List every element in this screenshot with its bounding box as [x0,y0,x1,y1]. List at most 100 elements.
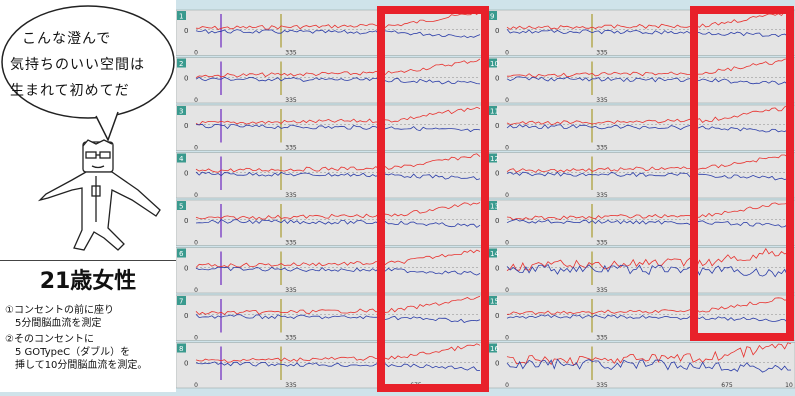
blue-series-line [506,358,792,373]
panel-id-label: 1 [179,13,183,21]
x-tick-label: 335 [596,287,608,294]
panel-id-badge [488,153,497,163]
blue-series-line [506,218,792,228]
panel-id-label: 2 [179,60,183,68]
panel-id-badge [177,201,186,210]
speech-line: こんな澄んで [22,31,112,47]
x-tick-label: 0 [505,240,509,247]
x-tick-label: 335 [596,382,608,389]
y-tick-label: 0 [184,27,188,35]
y-tick-label: 0 [184,217,188,225]
character-illustration [37,139,161,251]
red-series-line [195,202,481,221]
x-tick-label: 10 [785,382,793,389]
panel-id-badge [177,106,186,115]
caption-panel: こんな澄んで 気持ちのいい空間は 生まれて初めてだ 21歳女性 ①コンセントの前… [0,0,176,392]
procedure-note: ①コンセントの前に座り [5,305,114,316]
chart-panel: 11 0 0 335 [486,104,795,152]
panel-id-badge [488,58,497,68]
blue-series-line [506,76,792,85]
red-series-line [506,247,792,271]
red-series-line [506,200,792,221]
x-tick-label: 0 [505,145,509,152]
y-tick-label: 0 [184,74,188,82]
red-series-line [506,105,792,126]
y-tick-label: 0 [495,169,499,177]
chart-panel: 400 335 [175,152,485,199]
x-tick-label: 0 [505,50,509,57]
x-tick-label: 335 [285,287,297,294]
chart-panel: 500 335 [175,199,485,247]
red-series-line [195,10,481,30]
x-tick-label: 335 [596,97,608,104]
chart-panel: 10 0 0 335 [486,57,795,104]
x-tick-label: 0 [505,287,509,294]
y-tick-label: 0 [495,264,499,272]
y-tick-label: 0 [184,312,188,320]
x-tick-label: 0 [194,50,198,57]
red-series-line [506,11,792,30]
y-tick-label: 0 [495,74,499,82]
blue-series-line [506,124,792,134]
x-tick-label: 0 [194,335,198,342]
x-tick-label: 335 [285,335,297,342]
blue-series-line [195,76,481,85]
x-tick-label: 335 [285,50,297,57]
y-tick-label: 0 [495,122,499,130]
panel-id-label: 14 [490,250,499,258]
panel-id-badge [488,11,497,20]
x-tick-label: 335 [285,240,297,247]
panel-id-label: 7 [179,298,183,306]
red-series-line [506,297,792,315]
panel-id-label: 4 [179,155,184,163]
panel-id-badge [488,201,497,210]
y-tick-label: 0 [495,217,499,225]
y-tick-label: 0 [184,169,188,177]
speech-line: 気持ちのいい空間は [10,57,145,73]
chart-panel: 700 335 [175,294,485,342]
red-series-line [195,58,481,78]
x-tick-label: 335 [596,145,608,152]
panel-background [175,57,485,104]
panel-background [486,57,795,104]
panel-id-badge [177,58,186,68]
y-tick-label: 0 [184,264,188,272]
x-tick-label: 0 [194,240,198,247]
x-tick-label: 0 [194,145,198,152]
panel-id-badge [177,11,186,20]
chart-panel: 900 335 [486,9,795,57]
panel-id-label: 9 [490,13,494,21]
x-tick-label: 0 [194,192,198,199]
red-series-line [507,58,792,78]
panel-id-badge [488,248,497,258]
panel-id-label: 12 [490,155,499,163]
highlight-box-left [377,6,489,392]
x-tick-label: 335 [285,192,297,199]
chart-panel: 300 335 [175,104,485,152]
x-tick-label: 0 [505,97,509,104]
panel-id-label: 15 [490,298,499,306]
y-tick-label: 0 [495,27,499,35]
procedure-note: ②そのコンセントに [5,334,94,345]
subject-title: 21歳女性 [39,269,137,294]
red-series-line [195,343,481,363]
panel-id-label: 16 [490,345,499,353]
panel-id-badge [177,153,186,163]
blue-series-line [195,266,481,276]
panel-id-label: 11 [490,108,499,116]
chart-panel: 12 0 0 335 [486,152,795,199]
panel-background [486,247,795,294]
x-tick-label: 0 [194,287,198,294]
procedure-note: 挿して10分間脳血流を測定。 [5,360,148,371]
red-series-line [506,342,792,366]
x-tick-label: 335 [285,145,297,152]
x-tick-label: 335 [285,382,297,389]
panel-background [486,152,795,199]
red-series-line [506,153,792,173]
panel-id-label: 10 [490,60,499,68]
blue-series-line [506,171,792,181]
chart-panel: 100 335 [175,9,485,57]
blue-series-line [195,171,481,181]
x-tick-label: 335 [596,335,608,342]
